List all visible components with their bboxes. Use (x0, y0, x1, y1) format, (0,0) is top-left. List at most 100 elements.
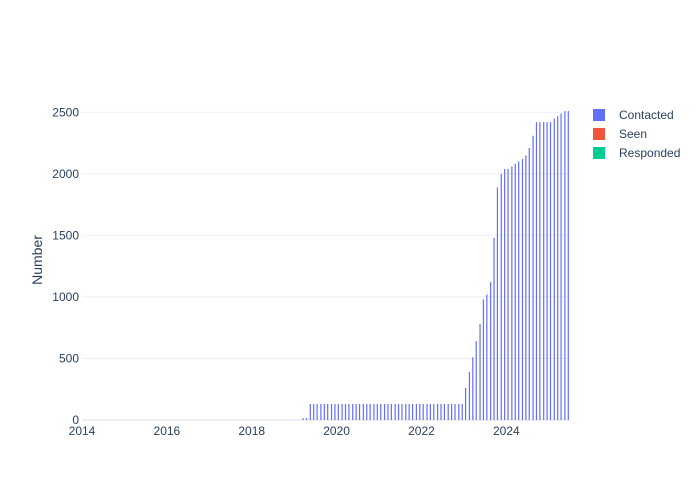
bar-contacted (532, 135, 534, 420)
legend-label: Seen (619, 127, 647, 141)
bar-contacted (408, 404, 410, 420)
legend-item-contacted[interactable]: Contacted (593, 108, 674, 122)
bar-contacted (468, 372, 471, 420)
x-tick-label: 2022 (408, 424, 435, 438)
bar-contacted (433, 404, 435, 420)
bar-contacted (330, 404, 333, 420)
bar-contacted (475, 341, 477, 420)
bar-contacted (557, 116, 559, 420)
bar-contacted (411, 404, 414, 420)
bar-contacted (486, 294, 488, 420)
bar-contacted (344, 404, 347, 420)
bar-contacted (405, 404, 407, 420)
bar-contacted (528, 148, 530, 420)
bar-contacted (358, 404, 361, 420)
bar-contacted (355, 404, 357, 420)
x-tick-label: 2024 (493, 424, 520, 438)
bar-contacted (337, 404, 339, 420)
bar-contacted (514, 164, 516, 420)
bar-contacted (490, 282, 492, 420)
x-tick-label: 2014 (69, 424, 96, 438)
bar-contacted (390, 404, 392, 420)
bar-contacted (465, 388, 467, 420)
y-tick-label: 500 (59, 351, 79, 365)
bar-contacted (521, 159, 524, 421)
bar-contacted (440, 404, 442, 420)
bar-contacted (352, 404, 354, 420)
legend-swatch (593, 128, 605, 140)
y-tick-label: 0 (72, 413, 79, 427)
bar-contacted (564, 111, 566, 421)
y-tick-label: 2500 (52, 105, 79, 119)
bar-contacted (511, 166, 513, 420)
bar-contacted (479, 324, 481, 420)
bar-contacted (496, 187, 499, 420)
bar-contacted (327, 404, 329, 420)
bar-contacted (482, 299, 485, 420)
bar-contacted (437, 404, 439, 420)
legend-swatch (593, 147, 605, 159)
bar-contacted (549, 122, 552, 421)
bar-contacted (387, 404, 389, 420)
bar-contacted (507, 168, 509, 420)
bar-contacted (373, 404, 375, 420)
bar-contacted (543, 122, 545, 421)
axes: 0 500 1000 1500 2000 2500 2014 2016 2018 2020 2022… (52, 105, 520, 438)
bar-contacted (567, 111, 569, 421)
bar-contacted (334, 404, 336, 420)
bar-contacted (394, 404, 396, 420)
bar-contacted (553, 118, 555, 420)
bar-contacted (535, 122, 538, 421)
bar-contacted (316, 404, 318, 420)
legend-swatch (593, 109, 605, 121)
gridlines (82, 111, 570, 421)
bar-contacted (369, 404, 371, 420)
y-tick-label: 2000 (52, 167, 79, 181)
bar-contacted (323, 404, 325, 420)
bar-contacted (380, 404, 382, 420)
legend[interactable]: Contacted Seen Responded (593, 108, 680, 160)
bar-contacted (348, 404, 350, 420)
bar-contacted (362, 404, 364, 420)
legend-item-responded[interactable]: Responded (593, 146, 680, 160)
bar-contacted (419, 404, 421, 420)
y-tick-label: 1500 (52, 228, 79, 242)
bar-contacted (500, 173, 502, 420)
bar-contacted (493, 237, 495, 420)
bar-contacted (461, 404, 463, 420)
bar-contacted (401, 404, 403, 420)
bar-contacted (305, 418, 308, 420)
bar-contacted (341, 404, 343, 420)
y-axis-title: Number (29, 235, 45, 285)
bar-contacted (447, 404, 449, 420)
bar-contacted (504, 168, 506, 420)
bar-contacted (426, 404, 428, 420)
bar-contacted (397, 404, 400, 420)
x-tick-label: 2020 (323, 424, 350, 438)
bar-contacted (320, 404, 322, 420)
bar-contacted (422, 404, 424, 420)
legend-label: Contacted (619, 108, 674, 122)
legend-item-seen[interactable]: Seen (593, 127, 647, 141)
bar-contacted (313, 404, 315, 420)
x-tick-label: 2018 (238, 424, 265, 438)
bar-contacted (560, 113, 562, 421)
bar-contacted (525, 155, 527, 420)
bar-contacted (415, 404, 417, 420)
bar-contacted (539, 122, 541, 421)
bar-contacted (366, 404, 368, 420)
bar-contacted (376, 404, 378, 420)
bar-contacted (383, 404, 386, 420)
y-tick-label: 1000 (52, 290, 79, 304)
bar-contacted (451, 404, 453, 420)
bar-contacted (302, 418, 304, 420)
legend-label: Responded (619, 146, 680, 160)
bar-contacted (454, 404, 456, 420)
bar-contacted (458, 404, 460, 420)
bar-contacted (518, 161, 520, 421)
bar-contacted (429, 404, 431, 420)
bars (302, 111, 569, 421)
bar-contacted (443, 404, 445, 420)
